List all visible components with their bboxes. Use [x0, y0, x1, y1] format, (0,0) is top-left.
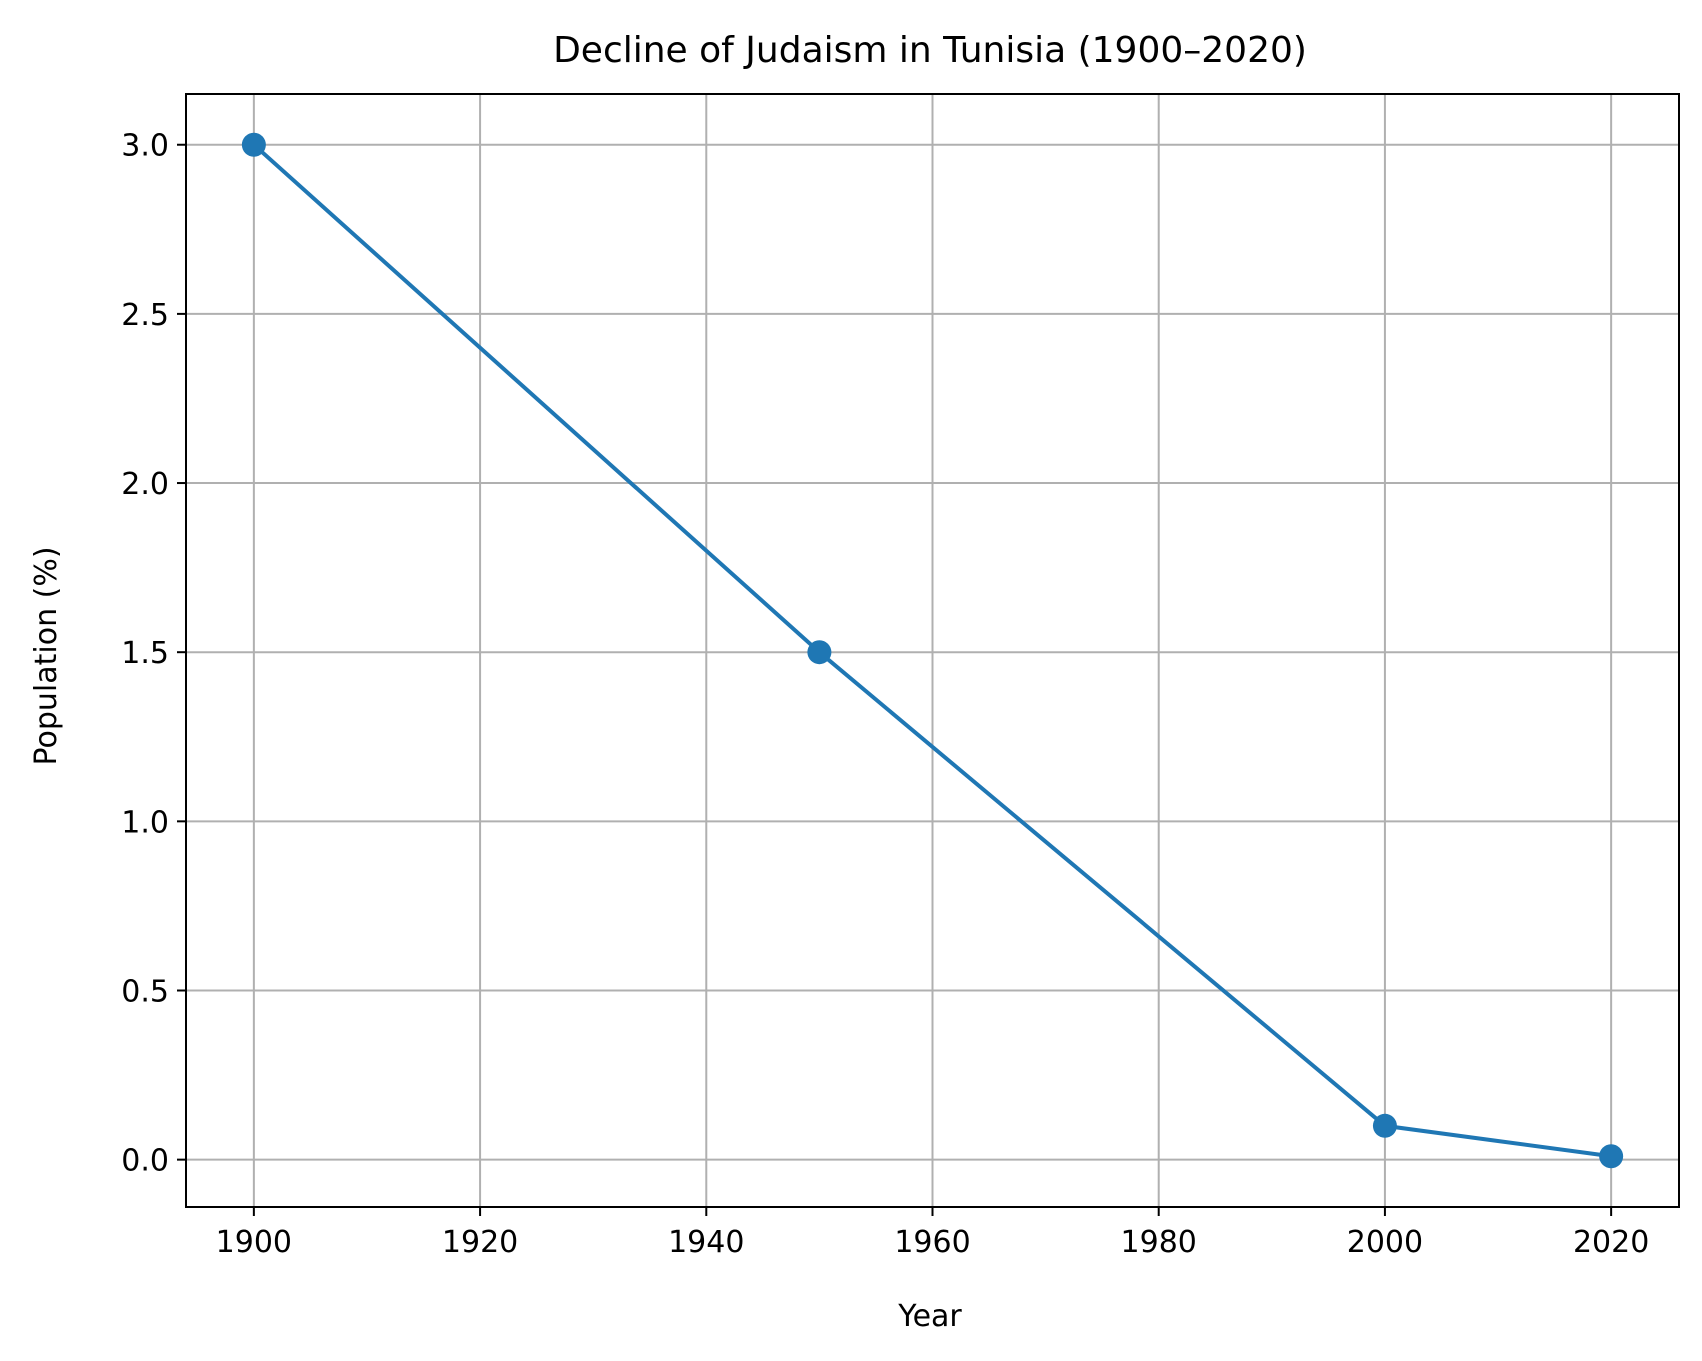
series-line — [251, 141, 1614, 1159]
y-tick-label: 1.5 — [121, 636, 169, 671]
axis-ticks: 1900 1920 1940 1960 1980 2000 2020 0.0 0.5 1.0 1.5… — [121, 129, 1649, 1260]
y-tick-label: 1.0 — [121, 805, 169, 840]
x-tick-label: 2000 — [1347, 1225, 1423, 1260]
x-tick-label: 1900 — [216, 1225, 292, 1260]
y-axis-label: Population (%) — [29, 546, 64, 765]
data-point — [807, 640, 832, 665]
x-tick-label: 1960 — [894, 1225, 970, 1260]
y-tick-label: 0.5 — [121, 974, 169, 1009]
y-tick-label: 3.0 — [121, 129, 169, 164]
data-point — [1599, 1144, 1624, 1169]
x-tick-label: 1920 — [442, 1225, 518, 1260]
y-tick-label: 2.0 — [121, 467, 169, 502]
grid — [186, 94, 1679, 1207]
y-tick-label: 0.0 — [121, 1144, 169, 1179]
data-series — [241, 132, 1624, 1169]
x-tick-label: 1940 — [668, 1225, 744, 1260]
data-point — [241, 132, 266, 157]
x-tick-label: 2020 — [1573, 1225, 1649, 1260]
data-point — [1372, 1113, 1397, 1138]
y-tick-label: 2.5 — [121, 298, 169, 333]
x-axis-label: Year — [897, 1299, 962, 1334]
chart-title: Decline of Judaism in Tunisia (1900–2020… — [553, 30, 1307, 71]
x-tick-label: 1980 — [1121, 1225, 1197, 1260]
